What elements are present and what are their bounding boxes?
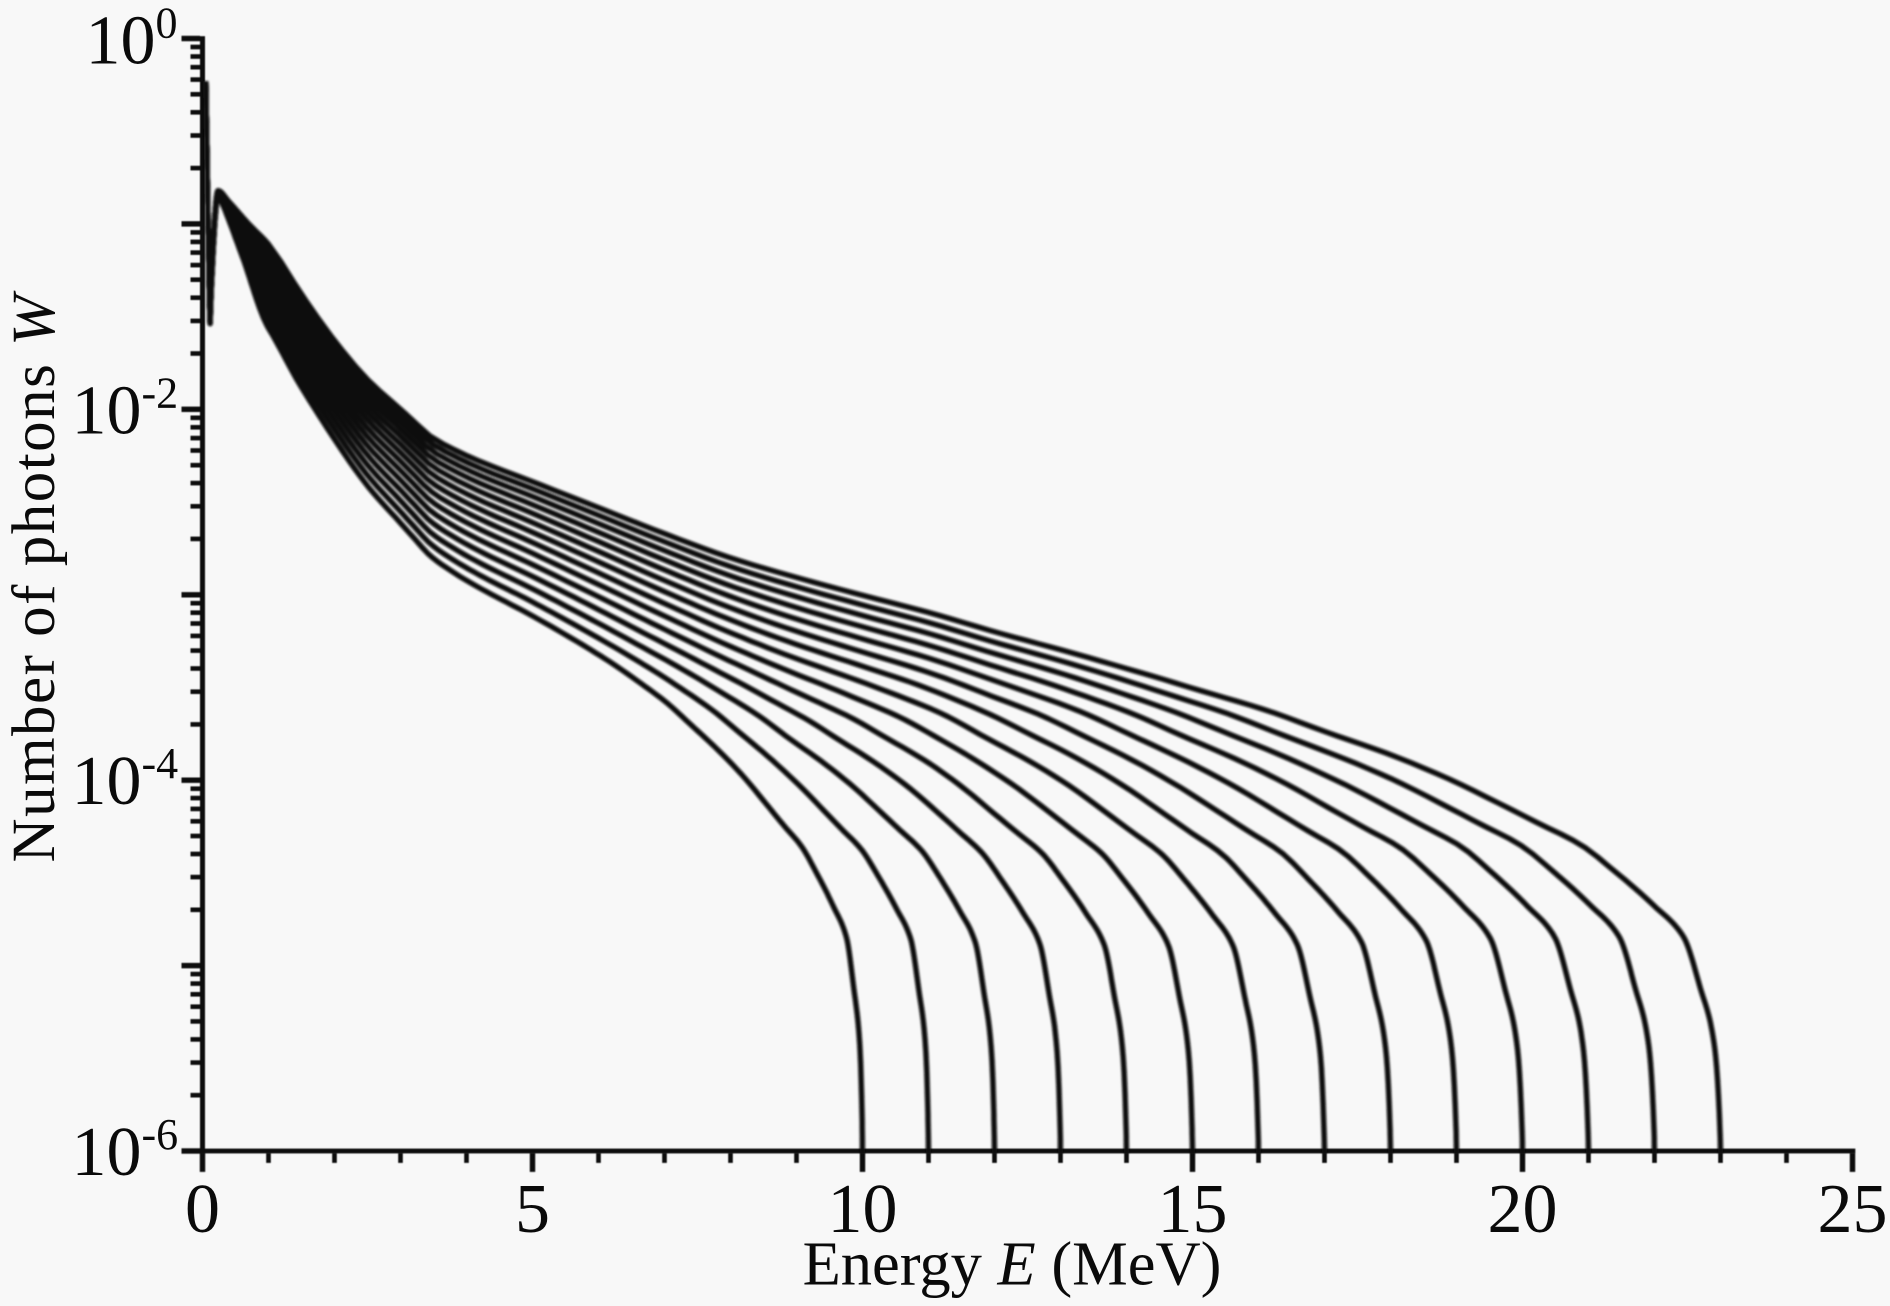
svg-text:Number of photons W: Number of photons W — [1, 290, 68, 863]
svg-text:25: 25 — [1818, 1171, 1888, 1248]
svg-text:10-4: 10-4 — [72, 739, 179, 820]
svg-text:15: 15 — [1158, 1171, 1228, 1248]
svg-text:100: 100 — [86, 0, 178, 80]
svg-text:10-2: 10-2 — [72, 368, 179, 449]
svg-text:Energy E (MeV): Energy E (MeV) — [803, 1229, 1222, 1299]
svg-text:10: 10 — [828, 1171, 898, 1248]
svg-text:5: 5 — [515, 1171, 550, 1248]
svg-text:20: 20 — [1488, 1171, 1558, 1248]
svg-text:0: 0 — [185, 1171, 220, 1248]
svg-text:10-6: 10-6 — [72, 1110, 179, 1191]
